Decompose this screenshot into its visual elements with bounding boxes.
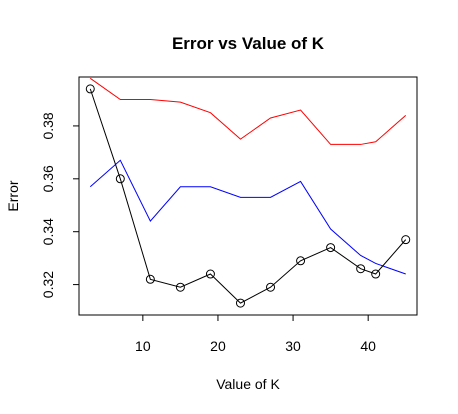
y-axis-label: Error <box>5 180 21 211</box>
series-3-point <box>115 174 125 184</box>
x-tick-label: 20 <box>210 338 226 354</box>
series-3-point <box>371 269 381 279</box>
series-3-point <box>145 274 155 284</box>
series-3-point <box>266 282 276 292</box>
chart-title: Error vs Value of K <box>172 34 325 53</box>
plot-frame <box>78 76 418 316</box>
y-tick-label: 0.38 <box>40 112 56 139</box>
series-1-line <box>89 77 407 145</box>
y-tick-label: 0.32 <box>40 271 56 298</box>
series-3-point <box>175 282 185 292</box>
x-tick-label: 40 <box>360 338 376 354</box>
y-tick-label: 0.34 <box>40 218 56 245</box>
series-3-point <box>85 84 95 94</box>
series-2-line <box>89 159 406 275</box>
series-layer <box>85 77 411 308</box>
series-3-point <box>205 269 215 279</box>
x-tick-label: 30 <box>285 338 301 354</box>
series-3-point <box>235 298 245 308</box>
series-3-point <box>296 256 306 266</box>
series-3-point <box>356 264 366 274</box>
x-axis: 10 20 30 40 <box>135 314 376 354</box>
series-3-line <box>89 88 407 304</box>
series-3-point <box>401 235 411 245</box>
series-3-point <box>326 243 336 253</box>
y-axis: 0.32 0.34 0.36 0.38 <box>40 112 80 298</box>
x-tick-label: 10 <box>135 338 151 354</box>
x-axis-label: Value of K <box>216 376 280 392</box>
y-tick-label: 0.36 <box>40 165 56 192</box>
